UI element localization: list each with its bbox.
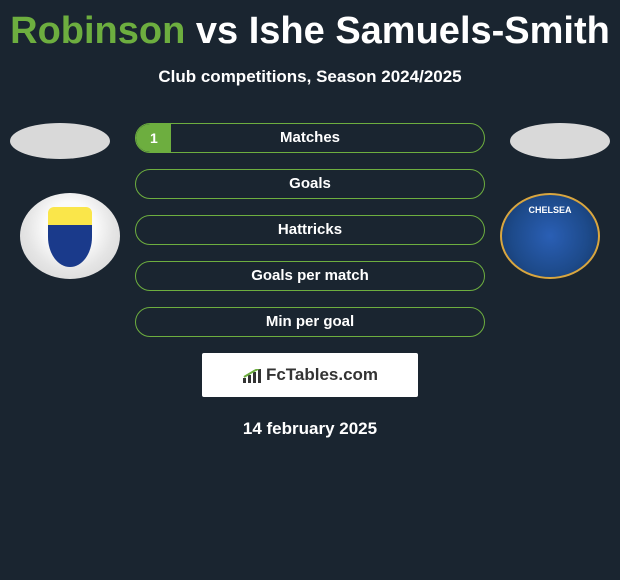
stat-label: Matches <box>136 124 484 152</box>
club-crest-right <box>500 193 600 279</box>
player2-name: Ishe Samuels-Smith <box>249 10 610 52</box>
comparison-title: Robinson vs Ishe Samuels-Smith <box>0 0 620 53</box>
date-text: 14 february 2025 <box>0 419 620 439</box>
stat-label: Goals per match <box>136 262 484 290</box>
brand-logo: FcTables.com <box>242 365 378 385</box>
subtitle: Club competitions, Season 2024/2025 <box>0 67 620 87</box>
club-crest-left <box>20 193 120 279</box>
stat-bars: 1Matches Goals Hattricks Goals per match Min… <box>135 123 485 337</box>
player2-photo-placeholder <box>510 123 610 159</box>
stat-bar: Min per goal <box>135 307 485 337</box>
vs-text: vs <box>196 10 238 52</box>
stat-label: Hattricks <box>136 216 484 244</box>
content-area: 1Matches Goals Hattricks Goals per match Min… <box>0 123 620 439</box>
player1-photo-placeholder <box>10 123 110 159</box>
stat-label: Goals <box>136 170 484 198</box>
stat-bar: Goals per match <box>135 261 485 291</box>
stat-bar: Hattricks <box>135 215 485 245</box>
player1-name: Robinson <box>10 10 185 52</box>
chart-icon <box>242 369 262 383</box>
brand-logo-box: FcTables.com <box>202 353 418 397</box>
stat-bar: 1Matches <box>135 123 485 153</box>
stat-label: Min per goal <box>136 308 484 336</box>
stat-bar: Goals <box>135 169 485 199</box>
